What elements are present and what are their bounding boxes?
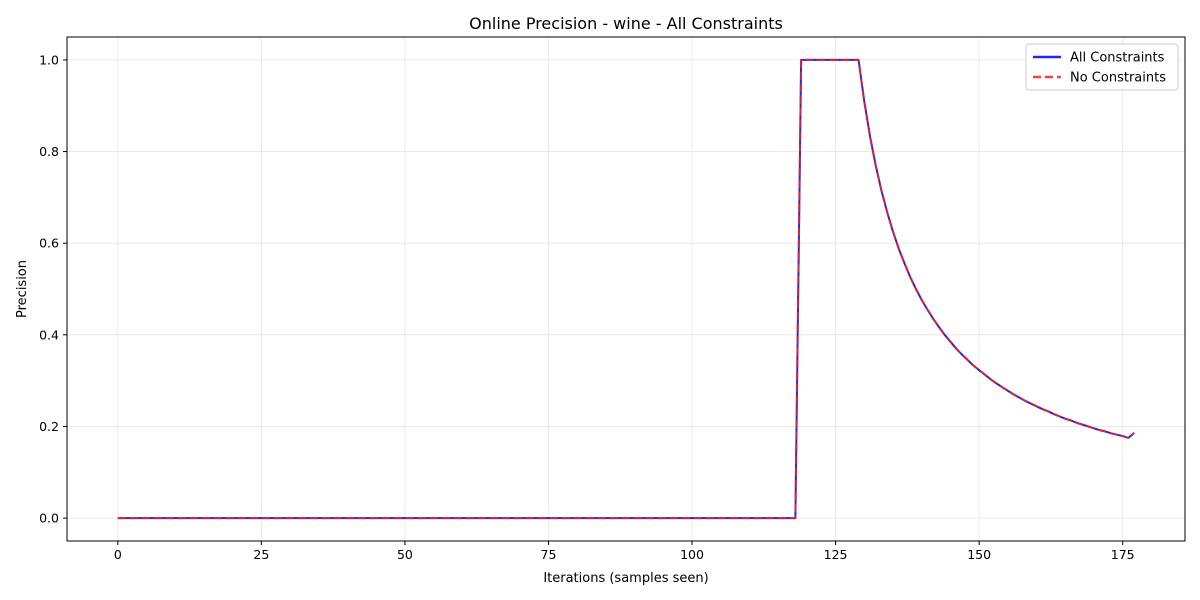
x-tick-label: 175 [1111,547,1135,562]
x-tick-label: 50 [397,547,413,562]
series-line-no-constraints [117,58,1135,520]
x-tick-label: 0 [114,547,122,562]
x-tick-label: 25 [253,547,269,562]
axis-ticks: 0 25 50 75 100 125 150 175 0.0 0.2 0.4 0.6 0.8 1.0 [39,52,1135,562]
x-tick-label: 125 [824,547,848,562]
y-tick-label: 1.0 [39,52,59,67]
grid [67,37,1185,541]
y-tick-label: 0.4 [39,327,59,342]
legend: All Constraints No Constraints [1025,43,1179,91]
x-tick-label: 75 [541,547,557,562]
series-lines [117,58,1135,520]
legend-box [1025,43,1179,91]
plot-area-frame [66,36,1186,542]
chart-title: Online Precision - wine - All Constraint… [469,14,783,33]
y-tick-label: 0.8 [39,144,59,159]
legend-label-all-constraints: All Constraints [1070,51,1165,66]
x-axis-title: Iterations (samples seen) [543,571,708,586]
y-tick-label: 0.2 [39,419,59,434]
y-tick-label: 0.0 [39,511,59,526]
x-tick-label: 150 [967,547,991,562]
y-tick-label: 0.6 [39,236,59,251]
y-axis-title: Precision [15,260,30,318]
legend-label-no-constraints: No Constraints [1070,71,1166,86]
x-tick-label: 100 [680,547,704,562]
